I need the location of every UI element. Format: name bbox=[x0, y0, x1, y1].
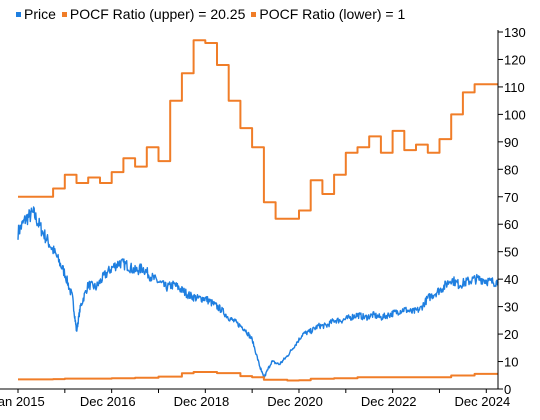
legend-item-price[interactable]: Price bbox=[16, 6, 56, 22]
legend-label-price: Price bbox=[24, 6, 56, 22]
y-tick-label: 100 bbox=[504, 107, 526, 122]
x-tick-label: Dec 2022 bbox=[361, 394, 417, 409]
legend-label-pocf-lower: POCF Ratio (lower) = 1 bbox=[259, 6, 406, 22]
y-tick-label: 50 bbox=[504, 245, 518, 260]
series-line-0[interactable] bbox=[17, 206, 499, 379]
y-tick-label: 40 bbox=[504, 272, 518, 287]
axes: 0 10 20 30 40 50 60 70 80 90 100 110 120 130 Jan 2015 D… bbox=[0, 25, 526, 409]
y-tick-label: 10 bbox=[504, 355, 518, 370]
plot-lines bbox=[17, 39, 499, 382]
y-tick-label: 80 bbox=[504, 162, 518, 177]
chart-legend: Price POCF Ratio (upper) = 20.25 POCF Ra… bbox=[16, 4, 411, 24]
legend-swatch-price bbox=[16, 11, 21, 17]
x-tick-label: Dec 2024 bbox=[455, 394, 511, 409]
series-line-1[interactable] bbox=[18, 39, 498, 220]
x-tick-label: Dec 2020 bbox=[267, 394, 323, 409]
x-tick-label: Jan 2015 bbox=[0, 394, 45, 409]
y-tick-label: 0 bbox=[504, 382, 511, 397]
legend-swatch-pocf-lower bbox=[251, 11, 257, 17]
y-tick-label: 110 bbox=[504, 80, 525, 95]
legend-label-pocf-upper: POCF Ratio (upper) = 20.25 bbox=[69, 6, 246, 22]
x-tick-label: Dec 2018 bbox=[174, 394, 230, 409]
y-tick-label: 20 bbox=[504, 327, 518, 342]
x-tick-label: Dec 2016 bbox=[80, 394, 136, 409]
y-tick-label: 30 bbox=[504, 300, 518, 315]
y-tick-label: 120 bbox=[504, 52, 526, 67]
y-tick-label: 130 bbox=[504, 25, 526, 40]
legend-item-pocf-lower[interactable]: POCF Ratio (lower) = 1 bbox=[251, 6, 405, 22]
legend-swatch-pocf-upper bbox=[61, 11, 67, 17]
legend-item-pocf-upper[interactable]: POCF Ratio (upper) = 20.25 bbox=[61, 6, 246, 22]
y-tick-label: 90 bbox=[504, 135, 518, 150]
y-tick-label: 70 bbox=[504, 190, 518, 205]
series-line-2[interactable] bbox=[18, 371, 498, 382]
y-tick-label: 60 bbox=[504, 217, 518, 232]
